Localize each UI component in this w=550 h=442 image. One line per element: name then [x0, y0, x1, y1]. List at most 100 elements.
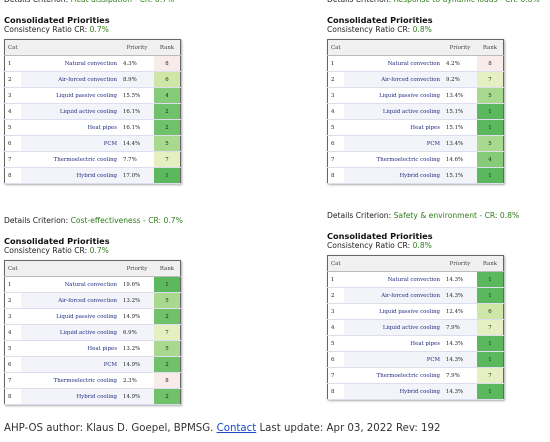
alternative-name: Natural convection	[344, 55, 443, 72]
criterion-label: Details Criterion:	[327, 0, 391, 4]
alternative-name: Hybrid cooling	[21, 167, 120, 184]
consistency-label: Consistency Ratio CR:	[327, 241, 411, 250]
criterion-label: Details Criterion:	[4, 216, 69, 225]
priority-value: 7.9%	[443, 319, 477, 336]
priority-value: 14.9%	[120, 356, 154, 373]
rank-value: 4	[477, 151, 504, 168]
rank-value: 1	[477, 351, 504, 368]
row-number: 4	[4, 103, 21, 120]
rank-value: 2	[154, 388, 181, 405]
criterion-heading: Details Criterion: Cost-effectiveness - …	[4, 215, 254, 227]
header-priority: Priority	[443, 39, 477, 56]
consolidated-title: Consolidated Priorities	[327, 231, 433, 241]
rank-value: 8	[154, 372, 181, 389]
table-row: 5 Heat pipes 16.1% 2	[4, 119, 181, 136]
footer-author: AHP-OS author: Klaus D. Goepel, BPMSG.	[4, 423, 214, 434]
table-row: 3 Liquid passive cooling 13.4% 5	[327, 87, 504, 104]
table-row: 5 Heat pipes 14.3% 1	[327, 335, 504, 352]
rank-value: 6	[477, 303, 504, 320]
row-number: 3	[327, 303, 344, 320]
priority-panel: Details Criterion: Safety & environment …	[327, 210, 550, 400]
rank-value: 6	[154, 71, 181, 88]
row-number: 8	[4, 388, 21, 405]
priority-value: 2.3%	[120, 372, 154, 389]
table-header: Cat Priority Rank	[327, 39, 504, 56]
consolidated-title: Consolidated Priorities	[4, 236, 110, 246]
rank-value: 5	[477, 135, 504, 152]
criterion-cr: - CR: 0.8%	[498, 0, 540, 4]
alternative-name: Thermoelectric cooling	[344, 151, 443, 168]
priority-value: 14.3%	[443, 383, 477, 400]
rank-value: 7	[154, 151, 181, 168]
priority-value: 15.1%	[443, 119, 477, 136]
rank-value: 1	[477, 167, 504, 184]
contact-link[interactable]: Contact	[216, 423, 257, 434]
criterion-cr: - CR: 0.7%	[132, 0, 174, 4]
table-row: 6 PCM 14.9% 2	[4, 356, 181, 373]
alternative-name: Air-forced convection	[21, 71, 120, 88]
criterion-name: Response to dynamic loads	[394, 0, 498, 4]
table-row: 2 Air-forced convection 14.3% 1	[327, 287, 504, 304]
table-row: 4 Liquid active cooling 6.9% 7	[4, 324, 181, 341]
priority-value: 17.0%	[120, 167, 154, 184]
table-row: 7 Thermoelectric cooling 14.6% 4	[327, 151, 504, 168]
priority-value: 7.7%	[120, 151, 154, 168]
alternative-name: Heat pipes	[344, 335, 443, 352]
header-rank: Rank	[154, 260, 181, 277]
consistency-value: 0.8%	[412, 25, 432, 34]
row-number: 2	[4, 292, 21, 309]
priority-value: 4.2%	[443, 55, 477, 72]
alternative-name: Liquid active cooling	[344, 103, 443, 120]
alternative-name: Thermoelectric cooling	[21, 151, 120, 168]
row-number: 4	[327, 103, 344, 120]
rank-value: 1	[477, 119, 504, 136]
consistency-ratio: Consistency Ratio CR: 0.7%	[4, 25, 254, 35]
priority-value: 6.9%	[120, 324, 154, 341]
alternative-name: Liquid passive cooling	[344, 303, 443, 320]
consistency-ratio: Consistency Ratio CR: 0.8%	[327, 25, 550, 35]
header-cat: Cat	[4, 39, 120, 56]
row-number: 4	[4, 324, 21, 341]
priority-value: 8.9%	[120, 71, 154, 88]
priority-table: Cat Priority Rank 1 Natural convection 4…	[327, 39, 504, 184]
table-row: 8 Hybrid cooling 15.1% 1	[327, 167, 504, 184]
alternative-name: Air-forced convection	[21, 292, 120, 309]
table-header: Cat Priority Rank	[4, 39, 181, 56]
priority-value: 13.2%	[120, 340, 154, 357]
row-number: 5	[4, 340, 21, 357]
row-number: 3	[4, 308, 21, 325]
priority-value: 13.2%	[120, 292, 154, 309]
row-number: 7	[4, 372, 21, 389]
table-row: 7 Thermoelectric cooling 2.3% 8	[4, 372, 181, 389]
alternative-name: Liquid active cooling	[21, 324, 120, 341]
alternative-name: PCM	[21, 356, 120, 373]
priority-value: 14.3%	[443, 271, 477, 288]
alternative-name: Hybrid cooling	[344, 167, 443, 184]
header-cat: Cat	[327, 39, 443, 56]
criterion-label: Details Criterion:	[327, 211, 392, 220]
consistency-label: Consistency Ratio CR:	[4, 25, 88, 34]
row-number: 6	[327, 351, 344, 368]
row-number: 8	[327, 167, 344, 184]
priority-value: 9.2%	[443, 71, 477, 88]
table-row: 6 PCM 14.4% 5	[4, 135, 181, 152]
row-number: 7	[327, 151, 344, 168]
consistency-label: Consistency Ratio CR:	[4, 246, 88, 255]
header-priority: Priority	[120, 260, 154, 277]
criterion-heading: Details Criterion: Heat dissipation - CR…	[4, 0, 254, 6]
criterion-name: Cost-effectiveness	[70, 216, 141, 225]
table-row: 1 Natural convection 4.2% 8	[327, 55, 504, 72]
alternative-name: Natural convection	[21, 276, 120, 293]
rank-value: 7	[477, 367, 504, 384]
row-number: 8	[327, 383, 344, 400]
row-number: 8	[4, 167, 21, 184]
alternative-name: Hybrid cooling	[344, 383, 443, 400]
footer-update: Last update: Apr 03, 2022 Rev: 192	[259, 423, 441, 434]
rank-value: 1	[154, 276, 181, 293]
row-number: 2	[327, 71, 344, 88]
alternative-name: Liquid active cooling	[344, 319, 443, 336]
priority-value: 15.5%	[120, 87, 154, 104]
rank-value: 5	[154, 340, 181, 357]
table-row: 8 Hybrid cooling 14.3% 1	[327, 383, 504, 400]
table-header: Cat Priority Rank	[327, 255, 504, 272]
